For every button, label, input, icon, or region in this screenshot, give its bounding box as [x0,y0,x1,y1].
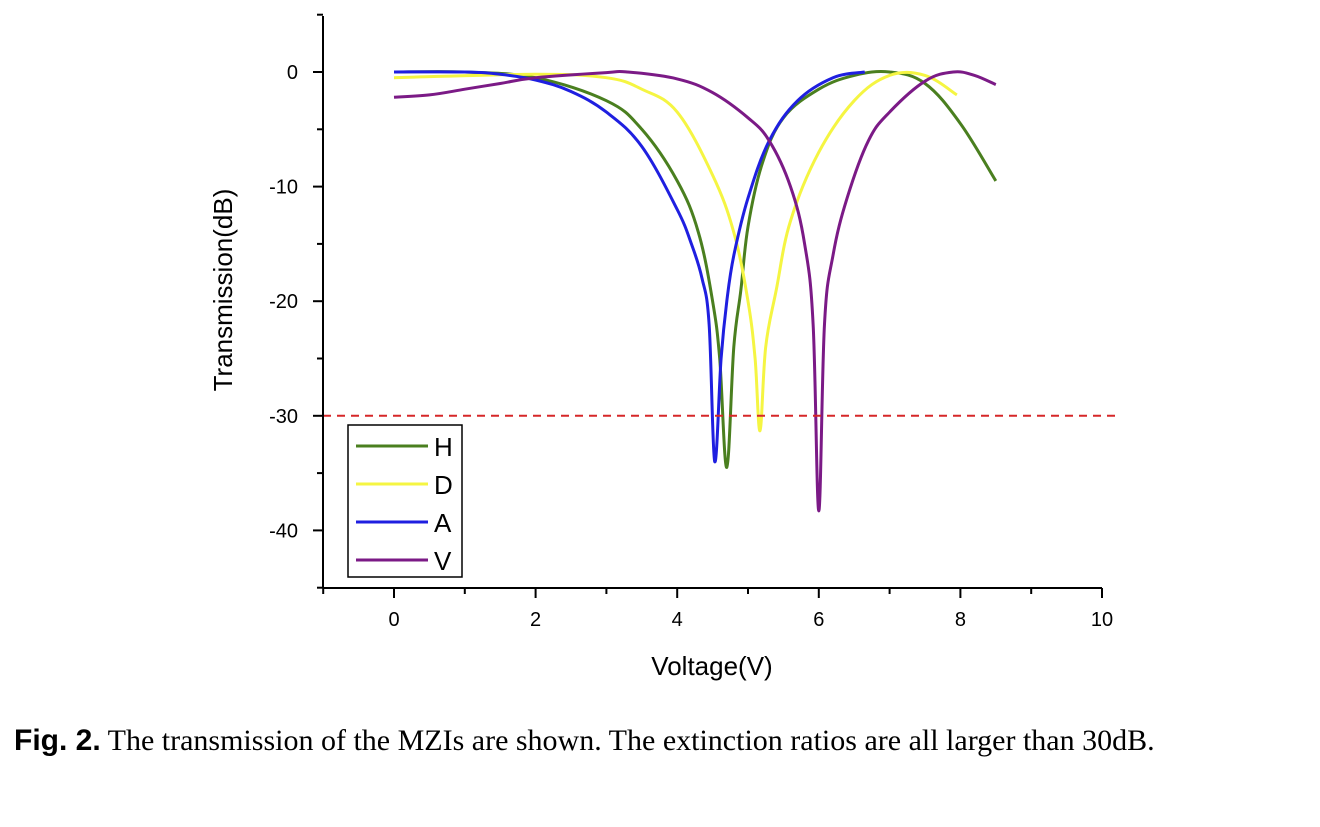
x-tick-label: 8 [955,609,966,631]
caption-text: The transmission of the MZIs are shown. … [100,724,1155,757]
y-tick-label: -30 [269,406,298,428]
legend-label-v: V [434,546,452,576]
plot-lines [393,69,998,513]
x-tick-label: 2 [530,609,541,631]
y-axis-title: Transmission(dB) [208,189,238,392]
series-line-d [393,70,958,433]
axes: 0 2 4 6 8 10 0 -10 -20 -30 -40 [269,13,1113,631]
figure-caption: Fig. 2. The transmission of the MZIs are… [14,722,1314,760]
legend-label-d: D [434,470,453,500]
x-tick-label: 6 [813,609,824,631]
y-tick-label: -40 [269,520,298,542]
caption-figure-label: Fig. 2. [14,724,101,757]
series-line-h [393,70,998,469]
y-tick-label: 0 [287,62,298,84]
legend-label-a: A [434,508,452,538]
y-tick-label: -20 [269,291,298,313]
y-tick-label: -10 [269,177,298,199]
legend-box [347,424,463,578]
x-tick-label: 0 [388,609,399,631]
x-tick-label: 10 [1091,609,1113,631]
x-tick-label: 4 [672,609,683,631]
x-axis-title: Voltage(V) [651,651,772,681]
series-line-a [393,70,866,464]
series-line-v [393,69,997,513]
legend-label-h: H [434,432,453,462]
